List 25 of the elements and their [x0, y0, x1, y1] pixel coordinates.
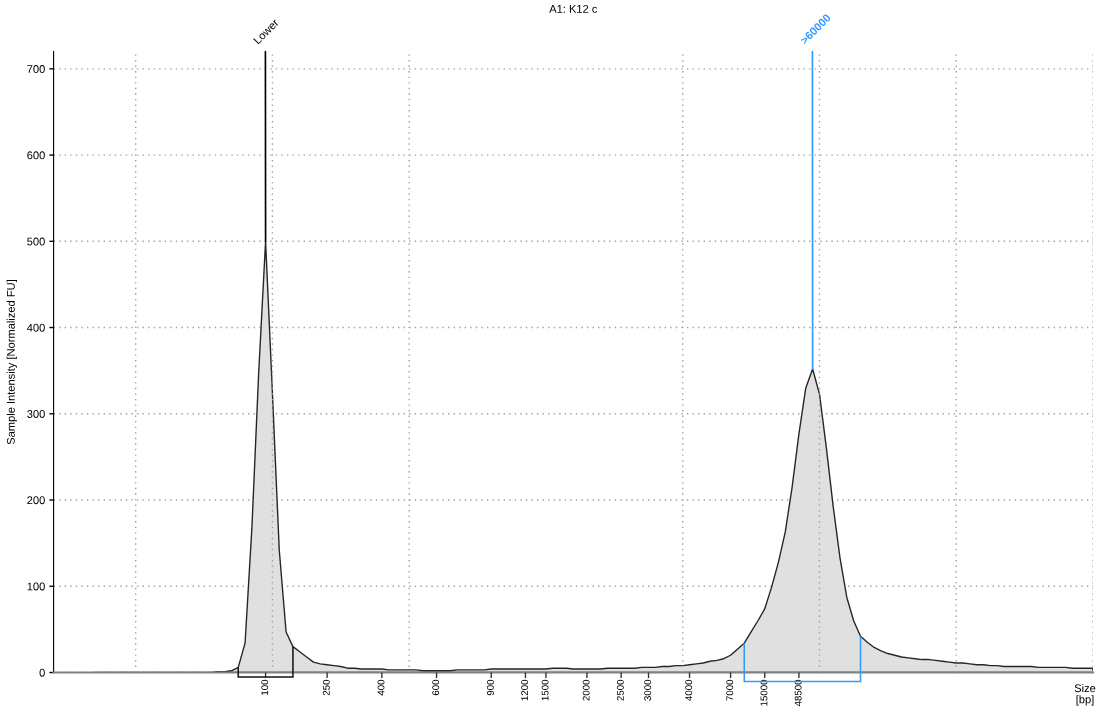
y-tick-label: 700: [27, 65, 45, 73]
x-tick-label: 48500: [794, 679, 802, 707]
x-tick-label: 400: [377, 679, 385, 696]
chart-title: A1: K12 c: [549, 4, 598, 13]
x-tick-label: 15000: [760, 679, 768, 706]
y-tick-label: 100: [27, 582, 45, 591]
y-tick-label: 400: [26, 323, 45, 332]
x-tick-label: 2000: [582, 679, 590, 701]
x-axis-title: Size [bp]: [1074, 684, 1096, 706]
y-tick-label: 500: [27, 237, 45, 246]
y-tick-label: 200: [27, 496, 45, 505]
x-tick-label: 1200: [521, 679, 529, 701]
x-tick-label: 250: [322, 679, 330, 696]
x-tick-label: 3000: [644, 679, 652, 701]
x-tick-label: 1500: [541, 679, 549, 701]
x-tick-label: 600: [432, 679, 440, 696]
x-tick-label: 2500: [616, 679, 624, 701]
x-tick-label: 4000: [685, 679, 693, 701]
x-tick-label: 7000: [726, 679, 734, 701]
x-tick-label: 900: [486, 679, 494, 696]
y-axis-title: Sample Intensity [Normalized FU]: [6, 280, 18, 445]
y-tick-label: 300: [27, 410, 45, 418]
x-tick-label: 100: [261, 679, 269, 695]
y-tick-label: 600: [27, 151, 45, 160]
y-tick-label: 0: [39, 668, 45, 677]
